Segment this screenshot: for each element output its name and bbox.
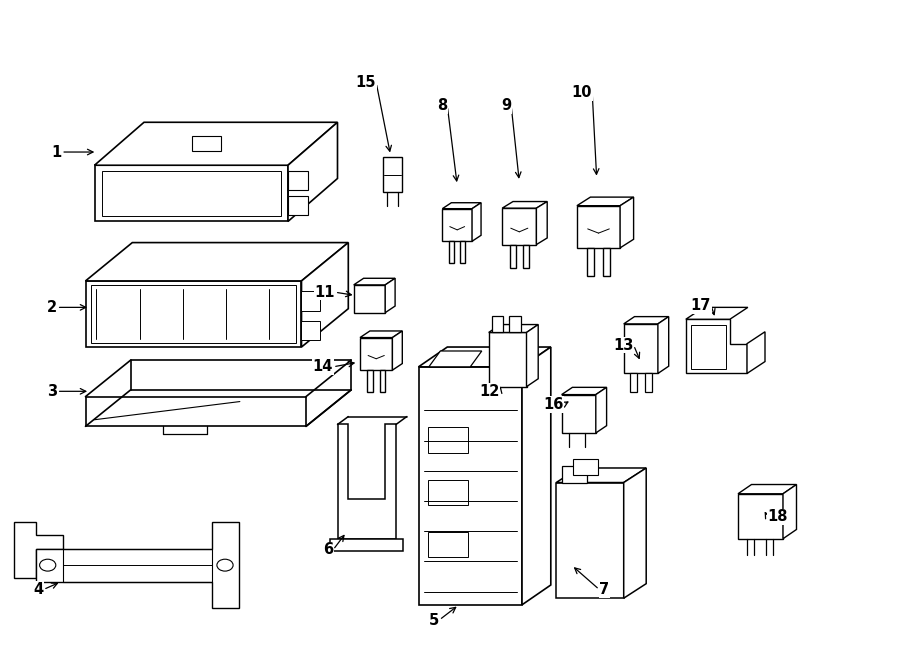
Polygon shape — [577, 197, 634, 206]
Polygon shape — [429, 351, 482, 367]
Polygon shape — [382, 157, 402, 192]
Polygon shape — [489, 325, 538, 332]
Polygon shape — [354, 278, 395, 285]
Text: 12: 12 — [479, 384, 500, 399]
Polygon shape — [360, 338, 392, 370]
Polygon shape — [94, 165, 288, 221]
Polygon shape — [510, 245, 516, 268]
Polygon shape — [86, 281, 302, 347]
Polygon shape — [367, 370, 373, 391]
Polygon shape — [686, 307, 748, 319]
Polygon shape — [418, 347, 551, 367]
Polygon shape — [302, 321, 319, 340]
Polygon shape — [523, 245, 528, 268]
Polygon shape — [442, 203, 481, 209]
Polygon shape — [624, 317, 669, 324]
Text: 16: 16 — [543, 397, 563, 412]
Text: 13: 13 — [613, 338, 634, 352]
Polygon shape — [502, 208, 536, 245]
Polygon shape — [491, 316, 503, 332]
Polygon shape — [577, 206, 620, 248]
Polygon shape — [562, 395, 596, 433]
Polygon shape — [36, 522, 238, 608]
Polygon shape — [738, 485, 796, 494]
Text: 7: 7 — [599, 582, 609, 597]
Polygon shape — [624, 324, 658, 373]
Polygon shape — [385, 278, 395, 313]
Polygon shape — [461, 241, 465, 262]
Polygon shape — [338, 424, 396, 539]
Polygon shape — [288, 171, 308, 190]
Text: 5: 5 — [429, 613, 439, 627]
Polygon shape — [562, 387, 607, 395]
Polygon shape — [556, 468, 646, 483]
Polygon shape — [489, 332, 526, 387]
Polygon shape — [442, 209, 472, 241]
Polygon shape — [302, 243, 348, 347]
Polygon shape — [522, 347, 551, 605]
Text: 3: 3 — [47, 384, 57, 399]
Polygon shape — [302, 291, 319, 311]
Polygon shape — [86, 243, 348, 281]
Polygon shape — [536, 202, 547, 245]
Polygon shape — [686, 319, 747, 373]
Text: 6: 6 — [323, 543, 333, 557]
Polygon shape — [288, 196, 308, 215]
Text: 9: 9 — [501, 98, 511, 113]
Polygon shape — [288, 122, 338, 221]
Text: 11: 11 — [314, 285, 335, 299]
Polygon shape — [620, 197, 634, 248]
Polygon shape — [502, 202, 547, 208]
Polygon shape — [738, 494, 783, 539]
Polygon shape — [783, 485, 796, 539]
Polygon shape — [556, 483, 624, 598]
Polygon shape — [14, 522, 63, 578]
Polygon shape — [624, 468, 646, 598]
Text: 4: 4 — [33, 582, 43, 597]
Polygon shape — [587, 248, 594, 276]
Polygon shape — [192, 136, 220, 151]
Polygon shape — [449, 241, 454, 262]
Polygon shape — [509, 316, 521, 332]
Polygon shape — [526, 325, 538, 387]
Polygon shape — [658, 317, 669, 373]
Polygon shape — [572, 459, 598, 475]
Text: 14: 14 — [312, 360, 333, 374]
Polygon shape — [418, 367, 522, 605]
Polygon shape — [330, 539, 403, 551]
Polygon shape — [747, 332, 765, 373]
Polygon shape — [596, 387, 607, 433]
Text: 8: 8 — [437, 98, 447, 113]
Polygon shape — [94, 122, 338, 165]
Polygon shape — [562, 466, 587, 483]
Polygon shape — [630, 373, 637, 392]
Text: 17: 17 — [690, 298, 711, 313]
Text: 2: 2 — [47, 300, 57, 315]
Polygon shape — [360, 331, 402, 338]
Polygon shape — [472, 203, 481, 241]
Polygon shape — [645, 373, 652, 392]
Polygon shape — [354, 285, 385, 313]
Text: 10: 10 — [572, 85, 592, 100]
Text: 15: 15 — [356, 75, 376, 90]
Polygon shape — [392, 331, 402, 370]
Polygon shape — [603, 248, 610, 276]
Text: 1: 1 — [51, 145, 61, 159]
Polygon shape — [380, 370, 385, 391]
Text: 18: 18 — [768, 510, 788, 524]
